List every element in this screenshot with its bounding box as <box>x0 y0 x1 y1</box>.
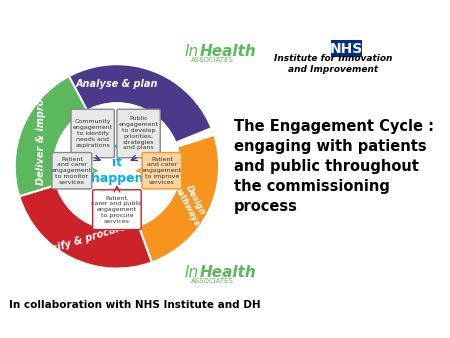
FancyBboxPatch shape <box>117 109 160 158</box>
Text: NHS: NHS <box>330 42 363 56</box>
Wedge shape <box>19 185 152 269</box>
Text: Analyse & plan: Analyse & plan <box>76 79 158 89</box>
Text: Institute for Innovation
and Improvement: Institute for Innovation and Improvement <box>274 54 392 74</box>
Text: In: In <box>185 44 199 59</box>
Text: Health: Health <box>199 44 256 59</box>
Text: Community
engagement
to identify
needs and
aspirations: Community engagement to identify needs a… <box>72 119 113 148</box>
Wedge shape <box>139 135 219 262</box>
FancyBboxPatch shape <box>52 152 92 189</box>
FancyBboxPatch shape <box>71 109 114 158</box>
Text: Public
engagement
to develop
priorities,
strategies
and plans: Public engagement to develop priorities,… <box>118 117 159 150</box>
Circle shape <box>54 103 180 230</box>
Text: Design
pathways: Design pathways <box>172 178 211 227</box>
Wedge shape <box>15 76 87 196</box>
FancyBboxPatch shape <box>93 190 141 230</box>
FancyBboxPatch shape <box>331 40 362 57</box>
Text: Patient
and carer
engagement
to monitor
services: Patient and carer engagement to monitor … <box>52 156 92 185</box>
Text: The Engagement Cycle :
engaging with patients
and public throughout
the commissi: The Engagement Cycle : engaging with pat… <box>234 119 434 214</box>
Text: Patient
and carer
engagement
to improve
services: Patient and carer engagement to improve … <box>142 156 182 185</box>
Text: In: In <box>185 265 199 280</box>
Text: ASSOCIATES: ASSOCIATES <box>191 57 234 63</box>
Text: Specify & procure: Specify & procure <box>32 221 128 260</box>
Text: Making
it
happen: Making it happen <box>90 140 143 185</box>
Text: Health: Health <box>199 265 256 280</box>
FancyBboxPatch shape <box>142 152 182 189</box>
Text: In collaboration with NHS Institute and DH: In collaboration with NHS Institute and … <box>9 300 260 310</box>
Text: Deliver & improve: Deliver & improve <box>36 85 45 185</box>
Text: Patient,
carer and public
engagement
to procure
services: Patient, carer and public engagement to … <box>91 196 143 224</box>
Wedge shape <box>22 64 212 143</box>
Text: ASSOCIATES: ASSOCIATES <box>191 278 234 284</box>
